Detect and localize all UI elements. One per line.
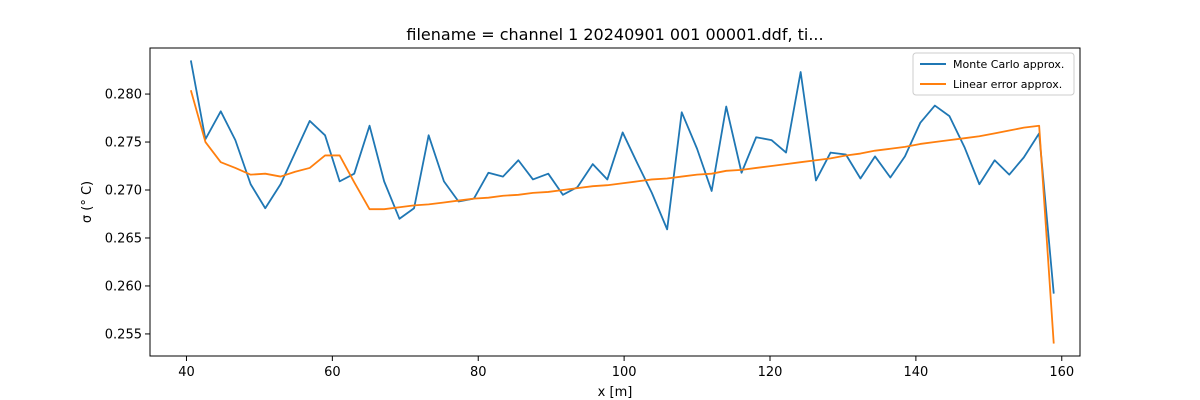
x-axis: 40 60 80 100 120 140 160 [178,356,1074,380]
y-tick-label: 0.270 [105,184,142,199]
y-tick-label: 0.280 [105,88,142,103]
plot-area [150,48,1080,356]
x-tick-label: 40 [178,365,195,380]
y-axis-label: σ (° C) [80,181,95,223]
x-axis-label: x [m] [598,385,633,400]
x-tick-label: 160 [1049,365,1074,380]
y-tick-label: 0.260 [105,279,142,294]
x-tick-label: 140 [903,365,928,380]
y-axis: 0.255 0.260 0.265 0.270 0.275 0.280 [105,88,150,342]
x-tick-label: 60 [324,365,341,380]
chart-title: filename = channel 1 20240901 001 00001.… [406,25,823,44]
legend-label-linear-error: Linear error approx. [953,78,1062,91]
legend-label-monte-carlo: Monte Carlo approx. [953,58,1064,71]
y-tick-label: 0.275 [105,136,142,151]
legend: Monte Carlo approx. Linear error approx. [912,52,1075,96]
x-tick-label: 80 [470,365,487,380]
series-layer [189,60,1055,344]
x-tick-label: 100 [612,365,637,380]
y-tick-label: 0.265 [105,231,142,246]
x-tick-label: 120 [758,365,783,380]
legend-box [912,52,1075,96]
plot-frame [149,47,1081,357]
y-tick-label: 0.255 [105,327,142,342]
series-line-linear-error-approx [189,89,1055,344]
